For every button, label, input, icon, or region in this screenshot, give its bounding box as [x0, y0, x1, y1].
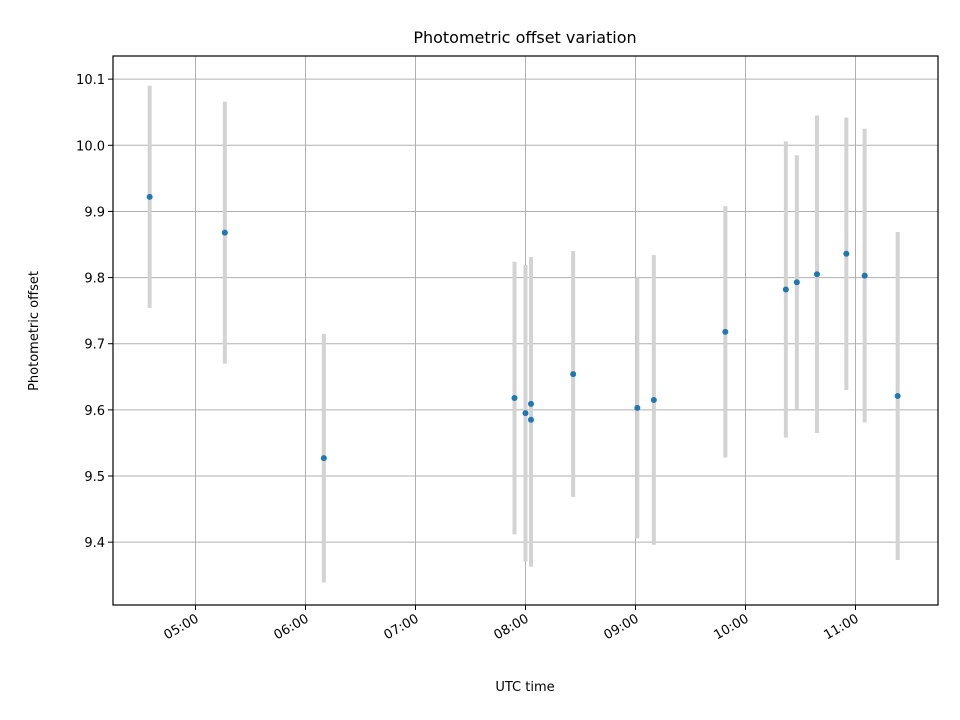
x-tick-label: 08:00: [492, 611, 532, 643]
data-point: [221, 229, 228, 236]
y-axis-label: Photometric offset: [27, 271, 42, 391]
chart-title: Photometric offset variation: [413, 28, 636, 47]
data-point: [814, 271, 820, 278]
y-tick-label: 10.1: [76, 73, 105, 88]
x-tick-label: 11:00: [822, 611, 862, 643]
data-point: [843, 250, 850, 257]
data-point: [634, 404, 641, 411]
y-tick-label: 9.6: [84, 404, 105, 419]
data-point: [894, 392, 901, 399]
y-tick-label: 9.4: [84, 536, 105, 551]
data-point: [650, 396, 657, 403]
x-axis: 05:00 06:00 07:00 08:00 09:00 10:00 11:00: [162, 605, 862, 643]
x-tick-label: 10:00: [712, 611, 752, 643]
x-tick-label: 06:00: [272, 611, 312, 643]
data-point: [528, 400, 534, 407]
y-axis: 9.4 9.5 9.6 9.7 9.8 9.9 10.0 10.1: [76, 73, 113, 551]
y-tick-label: 9.8: [84, 272, 105, 287]
y-tick-label: 9.5: [84, 470, 105, 485]
x-tick-label: 05:00: [162, 611, 202, 643]
errorbar-layer: [147, 85, 900, 583]
data-point: [320, 455, 327, 462]
y-tick-label: 9.9: [84, 205, 105, 220]
data-point: [528, 416, 534, 423]
data-point: [511, 394, 518, 401]
point-layer: [146, 193, 901, 462]
data-point: [522, 410, 529, 417]
data-point: [782, 286, 789, 293]
data-point: [861, 272, 868, 279]
y-tick-label: 9.7: [84, 338, 105, 353]
x-axis-label: UTC time: [495, 680, 554, 695]
data-point: [146, 193, 153, 200]
x-tick-label: 07:00: [382, 611, 422, 643]
data-point: [793, 279, 800, 286]
y-tick-label: 10.0: [76, 139, 105, 154]
data-point: [570, 371, 577, 378]
data-point: [722, 328, 729, 335]
x-tick-label: 09:00: [602, 611, 642, 643]
